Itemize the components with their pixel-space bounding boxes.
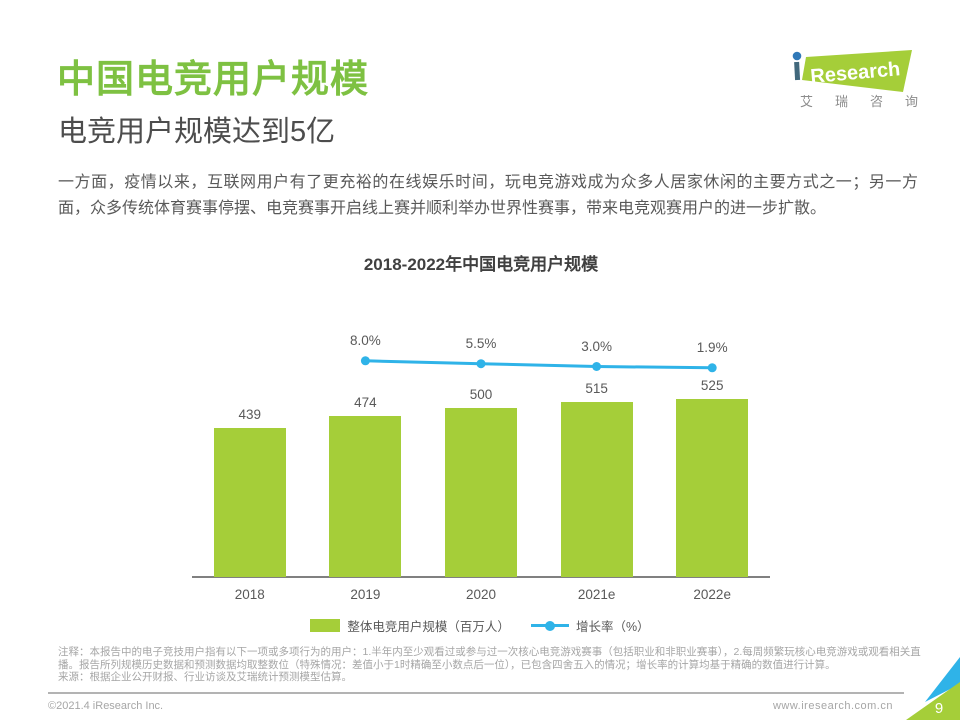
logo-cn-text: 艾瑞咨询 — [800, 94, 920, 109]
x-axis-label: 2022e — [693, 587, 731, 602]
page-title: 中国电竞用户规模 — [57, 59, 370, 101]
x-axis-label: 2020 — [465, 587, 497, 602]
note-text: 注释：本报告中的电子竞技用户指有以下一项或多项行为的用户：1.半年内至少观看过或… — [58, 646, 921, 671]
legend-line-icon — [530, 620, 569, 631]
bar-value-label: 515 — [585, 381, 608, 397]
x-axis-line — [192, 576, 770, 578]
bar-value-label: 474 — [354, 395, 377, 411]
chart-legend: 整体电竞用户规模（百万人） 增长率（%） — [0, 616, 960, 635]
legend-bar-label: 整体电竞用户规模（百万人） — [347, 620, 510, 634]
iresearch-logo: Research 艾瑞咨询 — [792, 50, 920, 109]
bar-value-label: 525 — [700, 378, 724, 393]
bar-value-label: 439 — [238, 407, 262, 423]
footer-divider — [48, 692, 904, 694]
growth-rate-label: 5.5% — [465, 335, 497, 351]
bar-2019 — [329, 416, 402, 577]
growth-rate-label: 1.9% — [696, 339, 728, 355]
growth-point — [707, 363, 717, 373]
logo-flag — [802, 50, 912, 92]
growth-point — [476, 359, 486, 369]
page-number: 9 — [935, 700, 943, 717]
logo-i-stem — [794, 61, 801, 81]
legend-line-label: 增长率（%） — [575, 620, 650, 634]
bar-2018 — [213, 428, 286, 577]
corner-green-triangle — [906, 682, 960, 720]
copyright-text: ©2021.4 iResearch Inc. — [48, 700, 164, 712]
x-axis-label: 2021e — [577, 587, 616, 602]
x-axis-label: 2018 — [234, 587, 265, 602]
growth-point — [360, 356, 370, 366]
bar-value-label: 500 — [469, 386, 493, 402]
body-text: 一方面，疫情以来，互联网用户有了更充裕的在线娱乐时间，玩电竞游戏成为众多人居家休… — [58, 174, 918, 217]
growth-point — [592, 362, 602, 371]
footnotes: 注释：本报告中的电子竞技用户指有以下一项或多项行为的用户：1.半年内至少观看过或… — [58, 646, 926, 684]
chart-title: 2018-2022年中国电竞用户规模 — [363, 255, 599, 274]
page-subtitle: 电竞用户规模达到5亿 — [58, 116, 336, 148]
source-text: 来源：根据企业公开财报、行业访谈及艾瑞统计预测模型估算。 — [58, 671, 352, 683]
corner-blue-triangle — [925, 657, 960, 702]
growth-rate-label: 8.0% — [350, 332, 381, 348]
legend-line-dot — [544, 620, 555, 631]
corner-decoration: 9 — [906, 657, 960, 720]
legend-bar-swatch — [310, 619, 341, 632]
growth-rate-label: 3.0% — [581, 338, 612, 354]
growth-line — [360, 356, 717, 373]
bar-2021e — [560, 402, 633, 577]
chart-area: 439 2018 474 2019 8.0% 500 2020 5.5% 515 2021e 3.0… — [192, 320, 770, 620]
bar-2020 — [445, 407, 517, 577]
bar-2022e — [676, 399, 749, 577]
website-text: www.iresearch.com.cn — [772, 700, 893, 712]
x-axis-label: 2019 — [350, 587, 381, 602]
logo-i-dot — [792, 51, 802, 61]
